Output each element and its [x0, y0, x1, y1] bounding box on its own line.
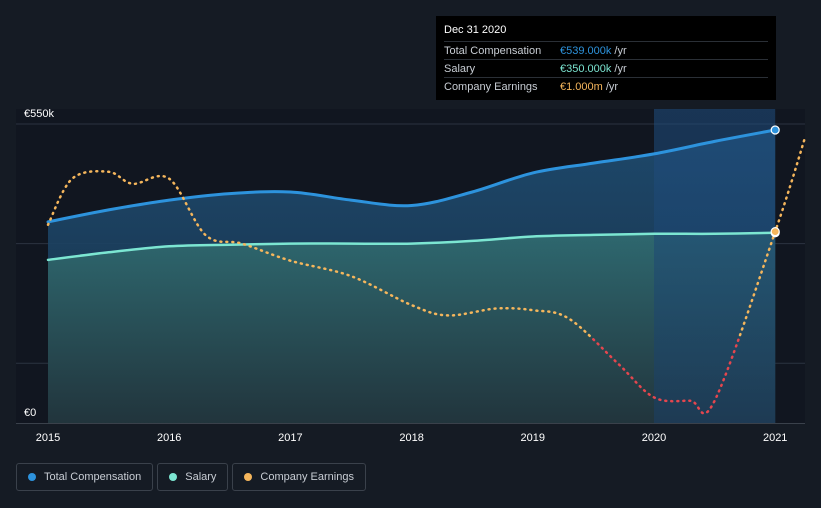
legend-label: Total Compensation	[44, 471, 142, 483]
total-compensation-line	[46, 128, 777, 224]
legend-item-salary[interactable]: Salary	[157, 463, 229, 491]
legend-item-total-compensation[interactable]: Total Compensation	[16, 463, 154, 491]
salary-line	[46, 231, 777, 262]
tooltip-row-salary: Salary €350.000k /yr	[444, 59, 768, 77]
tooltip-date: Dec 31 2020	[444, 24, 507, 36]
legend-dot-icon	[169, 473, 178, 481]
total-compensation-marker	[770, 125, 780, 135]
tooltip-label: Company Earnings	[444, 80, 538, 93]
tooltip-label: Total Compensation	[444, 44, 542, 57]
tooltip-row-total-compensation: Total Compensation €539.000k /yr	[444, 41, 768, 59]
tooltip-unit: /yr	[614, 44, 627, 57]
x-tick-label: 2021	[763, 432, 787, 444]
tooltip-row-company-earnings: Company Earnings €1.000m /yr	[444, 77, 768, 95]
company-earnings-line	[46, 134, 807, 338]
tooltip-label: Salary	[444, 62, 476, 75]
legend-label: Company Earnings	[260, 471, 354, 483]
x-tick-label: 2018	[399, 432, 423, 444]
company-earnings-negative-line	[589, 337, 741, 415]
company-earnings-marker	[770, 227, 780, 237]
tooltip-unit: /yr	[605, 80, 619, 93]
x-tick-label: 2019	[521, 432, 545, 444]
y-tick-label: €550k	[24, 108, 54, 120]
y-tick-label: €0	[24, 407, 36, 419]
tooltip-value: €539.000k	[560, 44, 612, 57]
tooltip-value: €350.000k	[560, 62, 612, 75]
legend-dot-icon	[244, 473, 253, 481]
tooltip-value: €1.000m	[560, 80, 603, 93]
x-tick-label: 2016	[157, 432, 181, 444]
legend: Total Compensation Salary Company Earnin…	[16, 463, 366, 491]
x-tick-label: 2015	[36, 432, 60, 444]
tooltip: Dec 31 2020 Total Compensation €539.000k…	[436, 16, 776, 100]
tooltip-unit: /yr	[614, 62, 627, 75]
legend-item-company-earnings[interactable]: Company Earnings	[232, 463, 366, 491]
salary-area	[48, 232, 776, 423]
legend-label: Salary	[185, 471, 217, 483]
highlight-range	[654, 109, 776, 423]
x-tick-label: 2020	[642, 432, 666, 444]
x-tick-label: 2017	[278, 432, 302, 444]
legend-dot-icon	[28, 473, 36, 481]
